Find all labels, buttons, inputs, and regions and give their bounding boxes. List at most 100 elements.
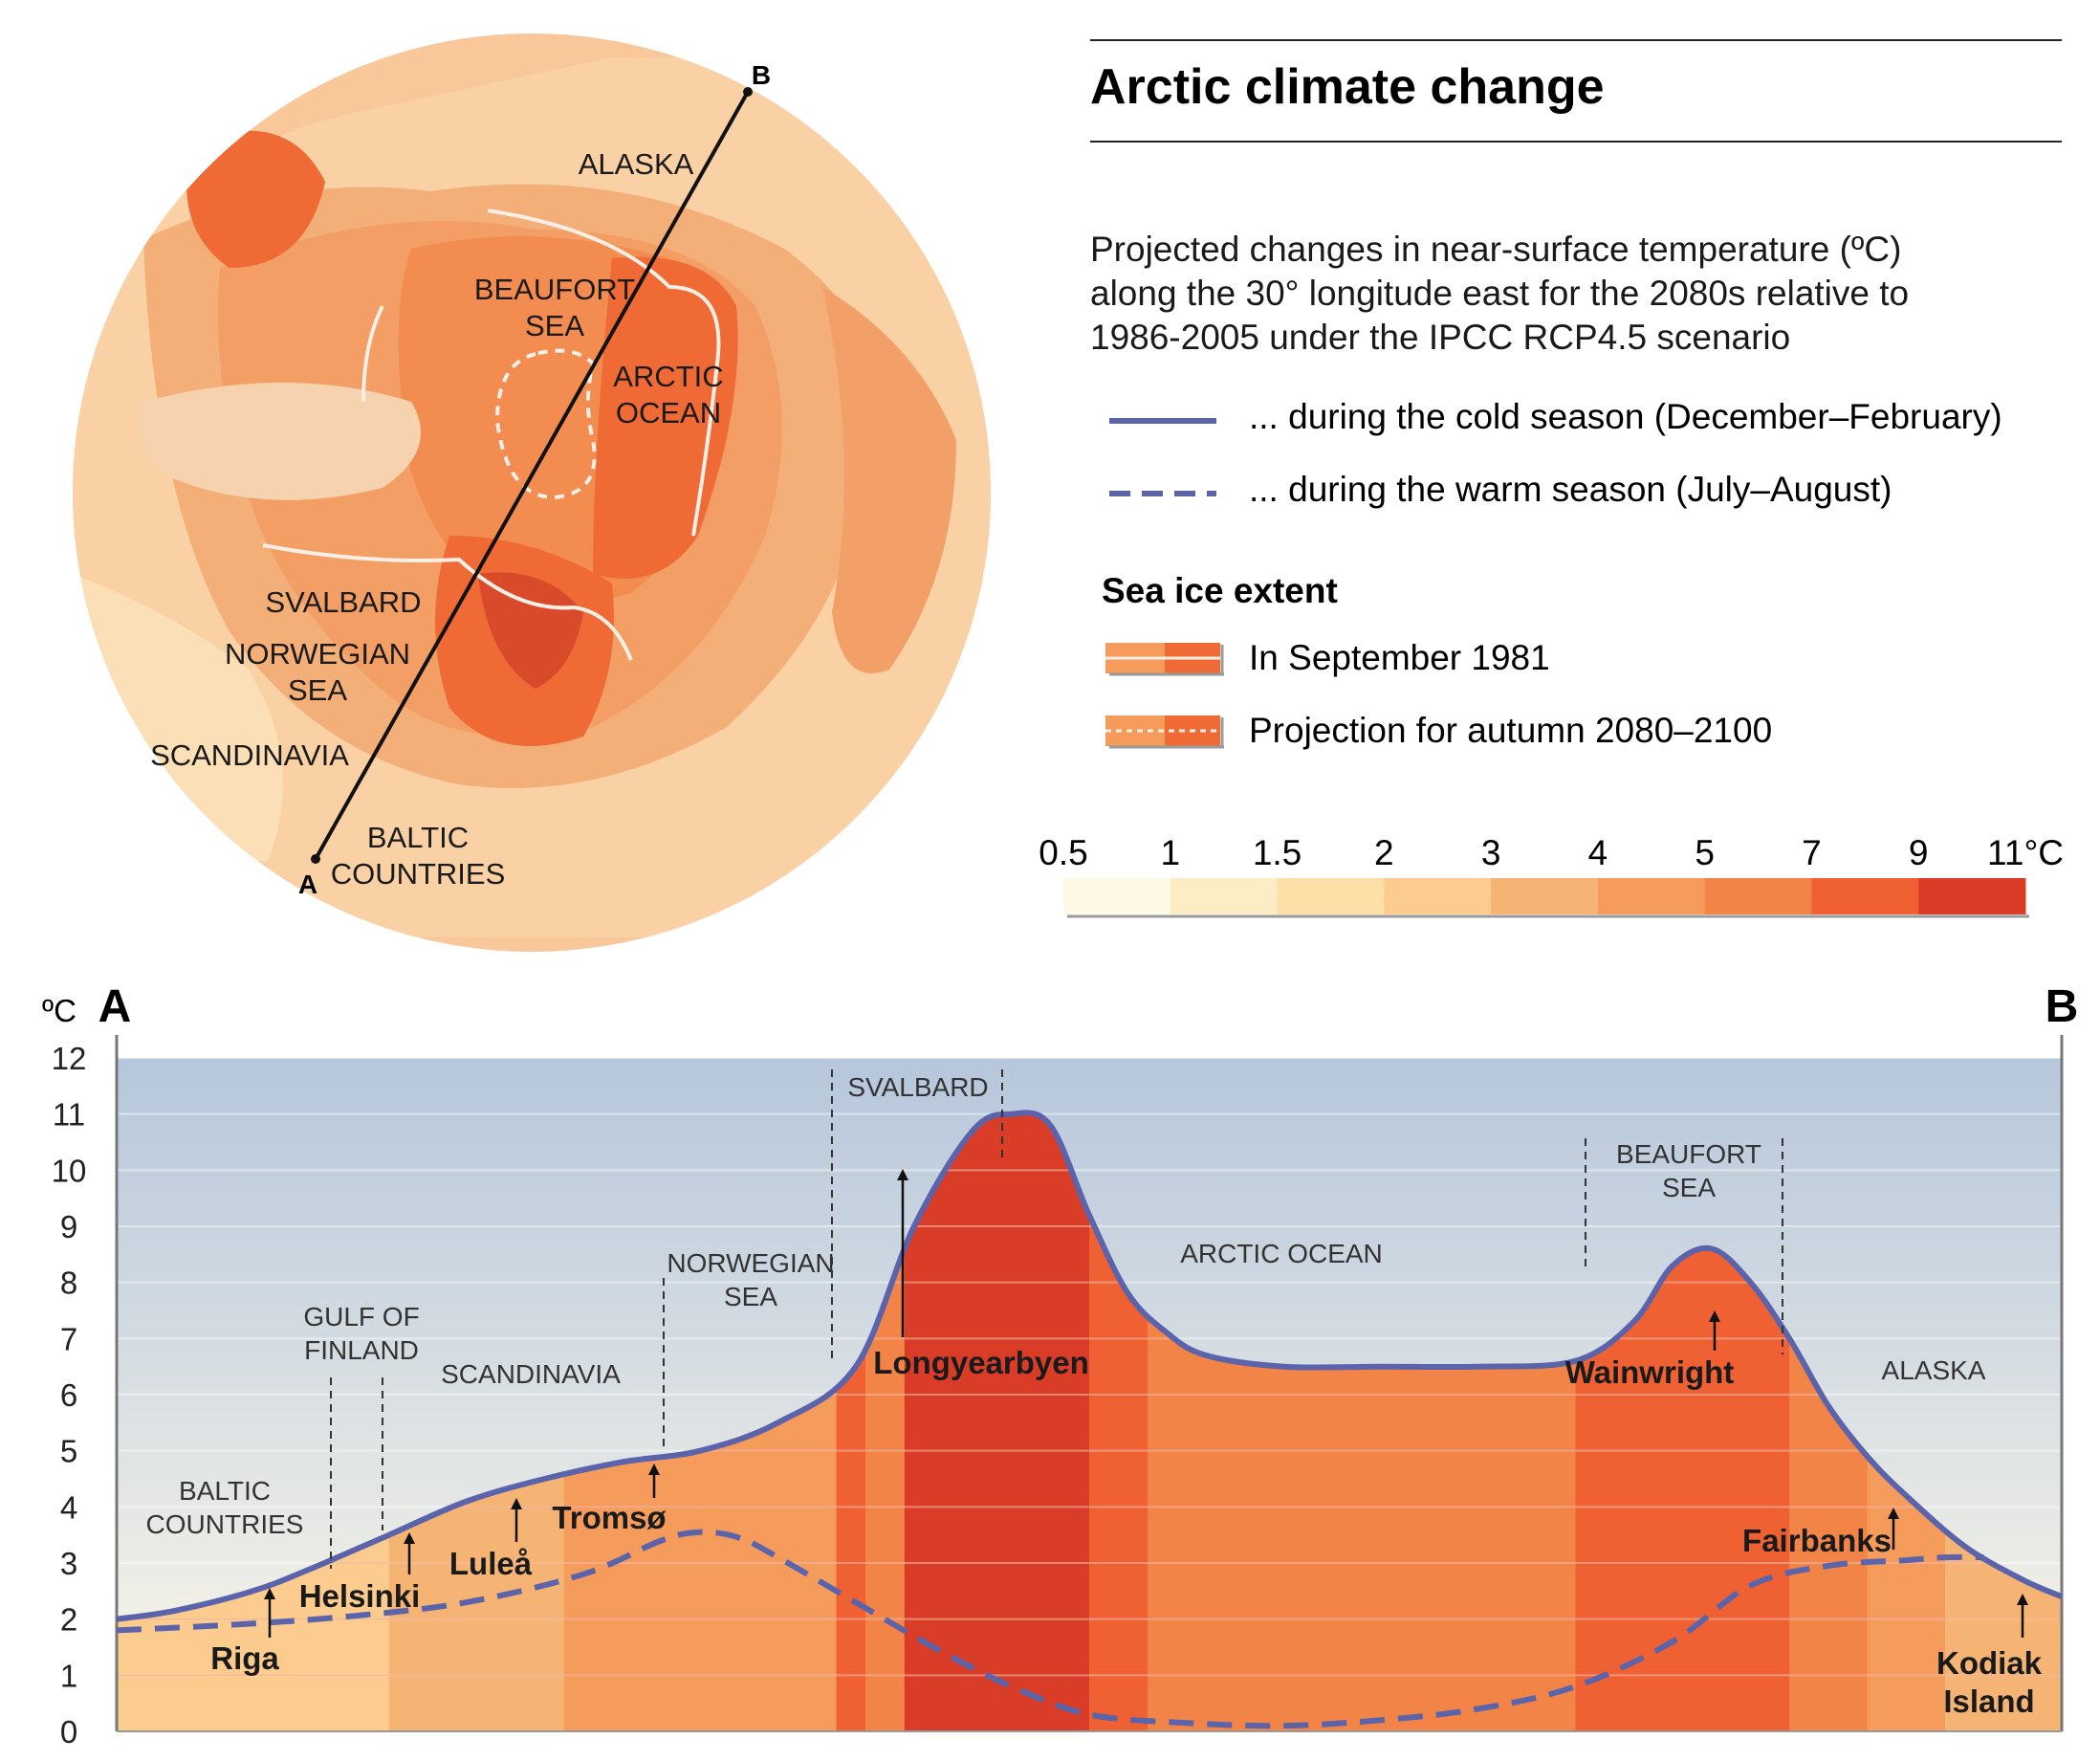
profile-end-b: B <box>2045 981 2079 1032</box>
y-tick-label: 7 <box>60 1321 77 1356</box>
region-label-baltic: BALTIC COUNTRIES <box>146 1476 304 1539</box>
legend-sea-ice-title: Sea ice extent <box>1102 571 1338 610</box>
map-label-norwegian-line: SEA <box>288 673 347 707</box>
map-label-beaufort-line: SEA <box>525 309 584 342</box>
city-label-helsinki-line: Helsinki <box>299 1578 421 1614</box>
region-label-svalbard-line: SVALBARD <box>847 1072 988 1102</box>
region-label-gulf-line: GULF OF <box>303 1302 419 1332</box>
region-label-arctic: ARCTIC OCEAN <box>1180 1239 1383 1268</box>
city-label-fairbanks-line: Fairbanks <box>1742 1523 1892 1558</box>
map-label-alaska: ALASKA <box>579 147 694 181</box>
region-label-arctic-line: ARCTIC OCEAN <box>1180 1239 1383 1268</box>
y-tick-label: 8 <box>60 1266 77 1301</box>
city-label-helsinki: Helsinki <box>299 1578 421 1614</box>
map-label-arctic-ocean: ARCTIC OCEAN <box>613 360 723 429</box>
title: Arctic climate change <box>1090 59 1605 115</box>
scale-swatch <box>1063 878 1171 914</box>
scale-tick-label: 11°C <box>1987 833 2064 872</box>
y-tick-label: 9 <box>60 1209 77 1244</box>
city-arrowhead-fairbanks <box>1888 1508 1899 1519</box>
transect-point-a <box>311 854 320 864</box>
city-label-kodiak: Kodiak Island <box>1936 1645 2043 1719</box>
scale-tick-label: 2 <box>1374 833 1394 872</box>
ice-edge-1981-north <box>487 209 721 537</box>
y-tick-label: 5 <box>60 1434 77 1469</box>
scale-tick-label: 3 <box>1481 833 1501 872</box>
region-dividers <box>330 1069 1783 1569</box>
region-label-norwegian: NORWEGIAN SEA <box>667 1248 834 1311</box>
city-label-lulea: Luleå <box>449 1546 533 1581</box>
map-label-norwegian: NORWEGIAN SEA <box>225 637 410 707</box>
city-label-tromso-line: Tromsø <box>552 1500 667 1535</box>
map-label-norwegian-line: NORWEGIAN <box>225 637 410 671</box>
scale-tick-label: 9 <box>1909 833 1929 872</box>
region-label-beaufort-line: BEAUFORT <box>1616 1139 1761 1169</box>
map-label-beaufort-line: BEAUFORT <box>474 273 635 306</box>
map-label-arctic-ocean-line: ARCTIC <box>613 360 723 393</box>
city-label-riga: Riga <box>210 1640 279 1676</box>
region-labels: BALTIC COUNTRIES GULF OF FINLAND SCANDINAVIA… <box>146 1072 1986 1539</box>
region-label-gulf-line: FINLAND <box>304 1335 419 1365</box>
map-label-scandinavia-line: SCANDINAVIA <box>150 738 349 772</box>
map-label-beaufort: BEAUFORT SEA <box>474 273 635 342</box>
legend-ice-proj-swatch <box>1105 715 1224 749</box>
y-tick-label: 0 <box>60 1714 77 1750</box>
scale-tick-label: 7 <box>1802 833 1822 872</box>
region-label-gulf: GULF OF FINLAND <box>303 1302 419 1365</box>
scale-tick-label: 1.5 <box>1253 833 1302 872</box>
color-scale: 0.5 1 1.5 2 3 4 5 7 9 11°C <box>1039 833 2064 918</box>
city-label-kodiak-line: Island <box>1943 1684 2034 1719</box>
map-label-arctic-ocean-line: OCEAN <box>616 396 721 429</box>
region-label-baltic-line: COUNTRIES <box>146 1509 304 1539</box>
map-label-baltic-line: BALTIC <box>367 821 469 854</box>
header: Arctic climate change Projected changes … <box>1039 39 2064 918</box>
ice-edge-1981-south <box>262 543 633 661</box>
subtitle-line: 1986-2005 under the IPCC RCP4.5 scenario <box>1090 318 1790 357</box>
city-label-wainwright: Wainwright <box>1565 1354 1735 1390</box>
profile-end-a: A <box>98 981 132 1032</box>
region-label-scandinavia-line: SCANDINAVIA <box>441 1359 621 1389</box>
scale-swatch <box>1170 878 1279 914</box>
temperature-band-peak <box>904 1112 1080 1731</box>
city-label-fairbanks: Fairbanks <box>1742 1523 1892 1558</box>
y-tick-label: 1 <box>60 1658 77 1693</box>
city-arrowhead-longyearbyen <box>897 1169 908 1180</box>
y-tick-label: 10 <box>52 1153 87 1188</box>
subtitle-line: Projected changes in near-surface temper… <box>1090 230 1901 269</box>
y-tick-label: 3 <box>60 1546 77 1581</box>
region-label-alaska-line: ALASKA <box>1882 1355 1986 1385</box>
city-label-lulea-line: Luleå <box>449 1546 533 1581</box>
y-tick-label: 12 <box>52 1041 87 1076</box>
scale-tick-label: 4 <box>1588 833 1608 872</box>
region-label-beaufort: BEAUFORT SEA <box>1616 1139 1761 1202</box>
region-label-beaufort-line: SEA <box>1662 1173 1716 1202</box>
map-label-baltic-line: COUNTRIES <box>331 857 506 891</box>
y-axis-unit: ºC <box>42 993 77 1028</box>
legend-cold-label: ... during the cold season (December–Feb… <box>1249 397 2002 436</box>
legend-ice-proj-label: Projection for autumn 2080–2100 <box>1249 711 1772 750</box>
scale-swatch <box>1704 878 1812 914</box>
city-arrowhead-riga <box>264 1588 275 1599</box>
region-label-scandinavia: SCANDINAVIA <box>441 1359 621 1389</box>
city-label-longyearbyen: Longyearbyen <box>873 1345 1089 1380</box>
subtitle-line: along the 30° longitude east for the 208… <box>1090 274 1909 313</box>
map-label-svalbard: SVALBARD <box>265 585 421 619</box>
city-arrowhead-lulea <box>511 1498 522 1509</box>
series-warm-season <box>116 1529 1984 1729</box>
scale-swatch <box>1811 878 1919 914</box>
city-label-riga-line: Riga <box>210 1640 279 1676</box>
city-label-kodiak-line: Kodiak <box>1936 1645 2043 1681</box>
city-label-longyearbyen-line: Longyearbyen <box>873 1345 1089 1380</box>
transect-point-b <box>743 87 753 97</box>
scale-tick-label: 0.5 <box>1039 833 1087 872</box>
city-arrowhead-helsinki <box>404 1532 415 1544</box>
y-tick-label: 4 <box>60 1489 77 1525</box>
scale-tick-label: 1 <box>1160 833 1180 872</box>
series-cold-season <box>116 1110 2064 1622</box>
scale-swatch <box>1491 878 1599 914</box>
city-arrowhead-kodiak <box>2017 1594 2028 1605</box>
scale-swatch <box>1277 878 1385 914</box>
scale-swatch <box>1384 878 1492 914</box>
